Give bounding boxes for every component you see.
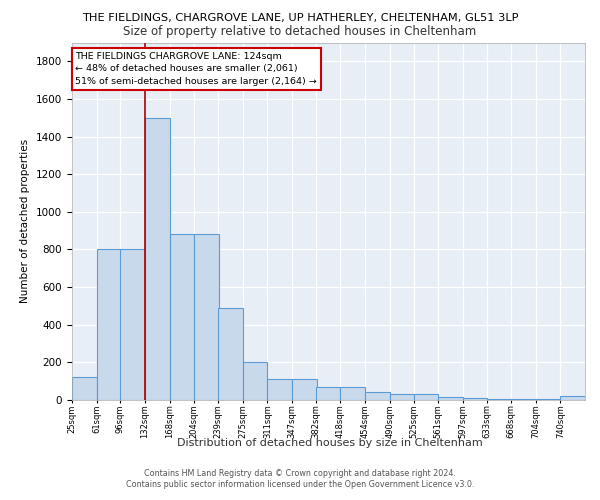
Bar bbox=[292, 380, 317, 400]
Bar bbox=[218, 308, 243, 400]
Bar bbox=[97, 250, 121, 400]
Text: THE FIELDINGS, CHARGROVE LANE, UP HATHERLEY, CHELTENHAM, GL51 3LP: THE FIELDINGS, CHARGROVE LANE, UP HATHER… bbox=[82, 12, 518, 22]
Bar bbox=[511, 399, 536, 400]
Bar bbox=[72, 378, 97, 400]
Text: Contains HM Land Registry data © Crown copyright and database right 2024.: Contains HM Land Registry data © Crown c… bbox=[144, 469, 456, 478]
Bar bbox=[194, 234, 219, 400]
Bar bbox=[560, 396, 585, 400]
Text: Contains public sector information licensed under the Open Government Licence v3: Contains public sector information licen… bbox=[126, 480, 474, 489]
Bar bbox=[463, 398, 487, 400]
Bar bbox=[243, 362, 268, 400]
Bar bbox=[365, 392, 389, 400]
Bar bbox=[268, 380, 292, 400]
Bar bbox=[145, 118, 170, 400]
Text: Distribution of detached houses by size in Cheltenham: Distribution of detached houses by size … bbox=[177, 438, 483, 448]
Bar bbox=[413, 394, 438, 400]
Bar bbox=[487, 399, 512, 400]
Text: THE FIELDINGS CHARGROVE LANE: 124sqm
← 48% of detached houses are smaller (2,061: THE FIELDINGS CHARGROVE LANE: 124sqm ← 4… bbox=[76, 52, 317, 86]
Bar bbox=[438, 397, 463, 400]
Bar bbox=[389, 394, 414, 400]
Bar bbox=[170, 234, 194, 400]
Y-axis label: Number of detached properties: Number of detached properties bbox=[20, 139, 31, 304]
Bar bbox=[340, 387, 365, 400]
Bar bbox=[121, 250, 145, 400]
Bar bbox=[316, 387, 340, 400]
Text: Size of property relative to detached houses in Cheltenham: Size of property relative to detached ho… bbox=[124, 25, 476, 38]
Bar bbox=[536, 399, 560, 400]
